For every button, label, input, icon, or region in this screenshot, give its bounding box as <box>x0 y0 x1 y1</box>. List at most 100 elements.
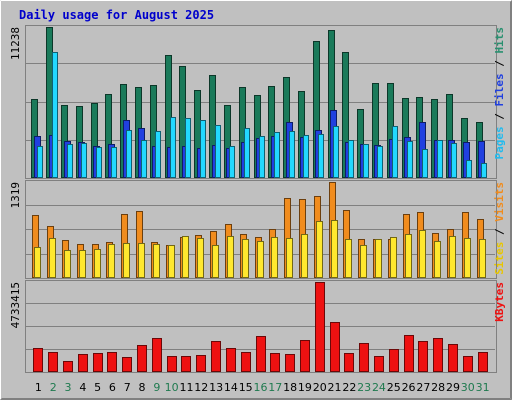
bar-pages-16 <box>259 136 265 178</box>
x-tick-label-22: 22 <box>342 381 356 394</box>
bar-kbytes-29 <box>448 344 458 372</box>
bar-pages-4 <box>81 143 87 178</box>
x-tick-label-10: 10 <box>165 381 179 394</box>
x-tick-label-14: 14 <box>224 381 238 394</box>
x-tick-label-6: 6 <box>109 381 116 394</box>
bar-pages-30 <box>466 160 472 178</box>
bar-kbytes-21 <box>330 322 340 372</box>
bar-pages-15 <box>244 128 250 178</box>
bar-pages-17 <box>274 132 280 178</box>
bar-sites-29 <box>449 236 456 278</box>
series-sites <box>34 220 486 278</box>
bar-sites-20 <box>316 221 323 278</box>
bar-kbytes-26 <box>404 335 414 372</box>
bar-kbytes-18 <box>285 354 295 372</box>
bar-pages-22 <box>348 140 354 178</box>
bar-kbytes-10 <box>167 356 177 372</box>
x-tick-label-29: 29 <box>446 381 460 394</box>
bar-sites-17 <box>271 237 278 278</box>
legend-sep1: / <box>493 222 506 242</box>
bar-sites-12 <box>197 238 204 278</box>
x-tick-label-26: 26 <box>402 381 416 394</box>
x-tick-label-3: 3 <box>65 381 72 394</box>
bar-kbytes-22 <box>344 353 354 372</box>
x-tick-label-9: 9 <box>153 381 160 394</box>
x-tick-label-5: 5 <box>94 381 101 394</box>
bar-kbytes-6 <box>107 352 117 372</box>
legend-sep2: / <box>493 54 506 74</box>
bar-sites-27 <box>419 230 426 278</box>
x-axis-labels: 1 2 3 4 5 6 7 8 9 10 11 12 13 14 15 16 17 18 19 20 21 22 23 24 2… <box>35 381 490 394</box>
chart-panels: 11238 Pages / Files / Hits 1319 Sites / Vis… <box>9 25 506 373</box>
bar-sites-10 <box>168 245 175 278</box>
bar-pages-12 <box>200 120 206 178</box>
x-tick-label-2: 2 <box>50 381 57 394</box>
x-tick-label-21: 21 <box>328 381 342 394</box>
legend-pages: Pages <box>493 126 506 159</box>
panel-3: 4733415 KBytes <box>9 280 506 373</box>
bar-pages-7 <box>126 130 132 178</box>
bar-pages-9 <box>155 131 161 178</box>
bar-sites-14 <box>227 236 234 278</box>
legend-hits: Hits <box>493 27 506 54</box>
bar-sites-19 <box>301 234 308 278</box>
y-axis-max-label: 11238 <box>9 27 22 60</box>
bar-kbytes-23 <box>359 343 369 372</box>
x-tick-label-20: 20 <box>313 381 327 394</box>
panel-2: 1319 Sites / Visits <box>9 180 506 279</box>
bar-pages-29 <box>451 143 457 178</box>
bar-pages-13 <box>215 125 221 178</box>
bar-sites-13 <box>212 245 219 278</box>
bar-sites-22 <box>345 239 352 278</box>
bar-pages-2 <box>52 52 58 178</box>
x-tick-label-18: 18 <box>283 381 297 394</box>
panel-frame <box>25 25 497 179</box>
y-axis-max-label: 4733415 <box>9 282 22 328</box>
bar-sites-7 <box>123 243 130 278</box>
x-tick-label-1: 1 <box>35 381 42 394</box>
x-tick-label-7: 7 <box>124 381 131 394</box>
chart-title: Daily usage for August 2025 <box>19 8 214 22</box>
x-tick-label-25: 25 <box>387 381 401 394</box>
series-kbytes <box>33 282 488 372</box>
legend-visits: Visits <box>493 182 506 222</box>
bar-kbytes-27 <box>418 341 428 372</box>
bar-kbytes-17 <box>270 353 280 372</box>
bar-pages-10 <box>170 117 176 178</box>
bar-sites-23 <box>360 245 367 278</box>
bar-sites-5 <box>94 249 101 278</box>
x-tick-label-12: 12 <box>194 381 208 394</box>
bar-pages-3 <box>67 144 73 178</box>
x-tick-label-28: 28 <box>431 381 445 394</box>
bar-kbytes-13 <box>211 341 221 372</box>
bar-sites-21 <box>331 220 338 278</box>
bar-kbytes-7 <box>122 357 132 372</box>
x-tick-label-24: 24 <box>372 381 386 394</box>
bar-sites-1 <box>34 247 41 278</box>
bar-pages-27 <box>422 149 428 178</box>
bar-kbytes-15 <box>241 352 251 372</box>
bar-kbytes-31 <box>478 352 488 372</box>
bar-pages-21 <box>333 126 339 178</box>
bar-kbytes-24 <box>374 356 384 372</box>
x-tick-label-8: 8 <box>139 381 146 394</box>
bar-kbytes-20 <box>315 282 325 372</box>
x-tick-label-15: 15 <box>239 381 253 394</box>
x-tick-label-19: 19 <box>298 381 312 394</box>
bar-sites-28 <box>434 241 441 278</box>
bar-sites-2 <box>49 238 56 278</box>
bar-kbytes-25 <box>389 349 399 372</box>
bar-sites-3 <box>64 250 71 278</box>
bar-sites-8 <box>138 243 145 278</box>
bar-pages-25 <box>392 126 398 178</box>
bar-sites-11 <box>182 236 189 278</box>
panel-legend-label: Pages / Files / Hits <box>493 27 506 160</box>
bar-pages-8 <box>141 140 147 178</box>
bar-sites-16 <box>257 241 264 278</box>
x-tick-label-23: 23 <box>357 381 371 394</box>
bar-kbytes-5 <box>93 353 103 372</box>
bar-sites-24 <box>375 239 382 278</box>
bar-kbytes-1 <box>33 348 43 372</box>
bar-sites-26 <box>405 234 412 278</box>
